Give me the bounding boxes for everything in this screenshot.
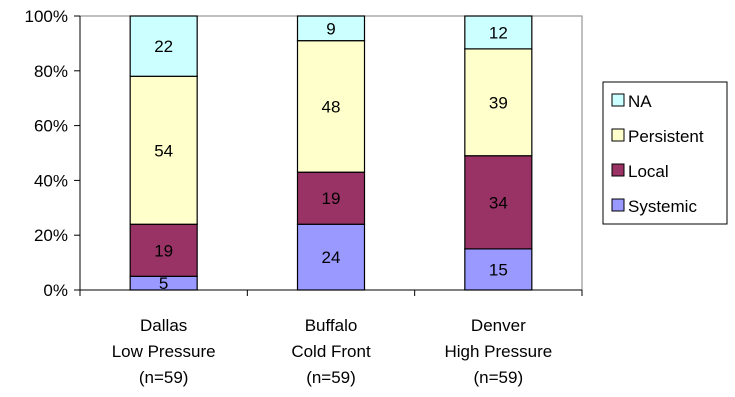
bar-systemic-2	[464, 248, 533, 291]
legend-label-na: NA	[628, 92, 652, 111]
x-category-label-line: Buffalo	[305, 316, 358, 335]
bar-persistent-0	[129, 75, 198, 225]
bar-local-1	[296, 171, 366, 225]
legend-swatch-local	[611, 163, 625, 177]
y-tick-label: 40%	[34, 171, 68, 190]
x-category-label-line: (n=59)	[474, 368, 524, 387]
data-label-persistent-2: 39	[489, 93, 508, 112]
y-tick-label: 20%	[34, 226, 68, 245]
data-label-persistent-1: 48	[322, 97, 341, 116]
x-category-label-line: Cold Front	[291, 342, 371, 361]
bar-na-2	[464, 15, 533, 50]
data-label-local-0: 19	[154, 241, 173, 260]
bar-na-0	[129, 15, 198, 77]
bar-persistent-1	[296, 40, 366, 173]
x-category-label: Dallas Low Pressure (n=59)	[112, 316, 216, 387]
data-label-systemic-2: 15	[489, 260, 508, 279]
data-label-persistent-0: 54	[154, 141, 173, 160]
x-category-label-line: High Pressure	[444, 342, 552, 361]
x-category-label: Buffalo Cold Front (n=59)	[291, 316, 371, 387]
data-label-na-1: 9	[326, 19, 335, 38]
legend-label-persistent: Persistent	[628, 127, 704, 146]
legend-label-local: Local	[628, 162, 669, 181]
data-label-systemic-0: 5	[159, 274, 168, 293]
data-label-local-1: 19	[322, 189, 341, 208]
data-labels-group: 5 19 54 22 24 19 48 9 15 34 39 12	[154, 19, 508, 293]
data-label-local-2: 34	[489, 193, 508, 212]
legend-label-systemic: Systemic	[628, 197, 697, 216]
y-tick-label: 80%	[34, 62, 68, 81]
y-axis: 0% 20% 40% 60% 80% 100%	[25, 7, 81, 300]
x-category-label-line: (n=59)	[306, 368, 356, 387]
x-category-label-line: Dallas	[140, 316, 187, 335]
bar-na-1	[296, 15, 366, 42]
bars-group	[129, 15, 533, 291]
x-category-label-line: Denver	[471, 316, 526, 335]
data-label-na-0: 22	[154, 37, 173, 56]
legend-swatch-na	[611, 93, 625, 107]
legend: NA Persistent Local Systemic	[602, 81, 728, 225]
legend-swatch-systemic	[611, 198, 625, 212]
y-tick-label: 60%	[34, 117, 68, 136]
bar-persistent-2	[464, 48, 533, 157]
data-label-systemic-1: 24	[322, 248, 341, 267]
x-category-label-line: (n=59)	[139, 368, 189, 387]
data-label-na-2: 12	[489, 23, 508, 42]
x-axis: Dallas Low Pressure (n=59) Buffalo Cold Fron…	[79, 289, 583, 387]
x-category-label: Denver High Pressure (n=59)	[444, 316, 552, 387]
y-tick-label: 100%	[25, 7, 68, 26]
x-category-label-line: Low Pressure	[112, 342, 216, 361]
legend-swatch-persistent	[611, 128, 625, 142]
y-tick-label: 0%	[43, 281, 68, 300]
